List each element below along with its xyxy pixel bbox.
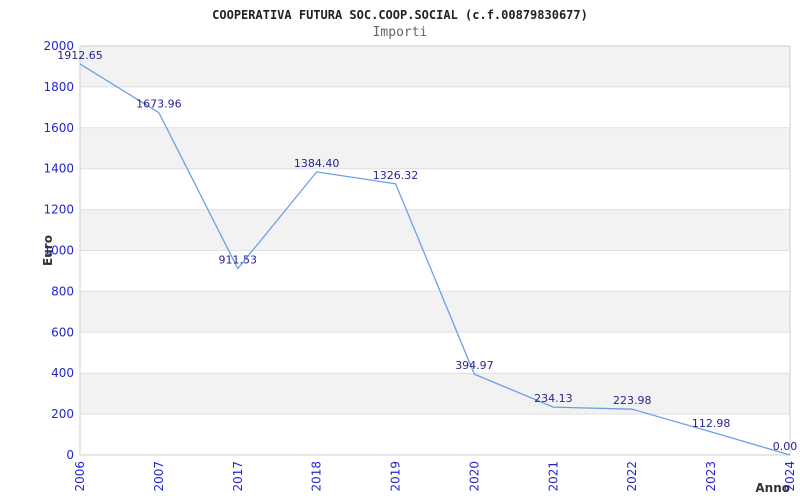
y-axis-tick-label: 1000 [43, 244, 74, 258]
y-axis-tick-label: 1800 [43, 80, 74, 94]
y-axis-tick-label: 2000 [43, 39, 74, 53]
chart-subtitle: Importi [372, 25, 428, 40]
data-point-label: 1912.65 [57, 49, 103, 62]
plot-band [80, 291, 790, 333]
x-axis-tick-label: 2023 [704, 461, 718, 492]
data-point-label: 1673.96 [136, 98, 182, 111]
x-axis-tick-label: 2024 [783, 461, 797, 492]
data-point-label: 1326.32 [373, 169, 419, 182]
data-point-label: 394.97 [455, 359, 494, 372]
y-axis-tick-label: 800 [51, 284, 74, 298]
chart-title: COOPERATIVA FUTURA SOC.COOP.SOCIAL (c.f.… [212, 8, 588, 22]
plot-band [80, 127, 790, 169]
x-axis-tick-label: 2006 [73, 461, 87, 492]
y-axis-tick-label: 600 [51, 325, 74, 339]
x-axis-tick-label: 2019 [389, 461, 403, 492]
data-point-label: 911.53 [219, 254, 258, 267]
x-axis-title: Anno [755, 481, 790, 495]
data-point-label: 223.98 [613, 394, 652, 407]
x-axis-tick-label: 2018 [310, 461, 324, 492]
plot-border [79, 45, 791, 456]
data-point-label: 234.13 [534, 392, 573, 405]
y-axis-title: Euro [41, 235, 55, 266]
y-axis-tick-label: 200 [51, 407, 74, 421]
data-point-label: 112.98 [692, 417, 731, 430]
x-axis-tick-label: 2022 [625, 461, 639, 492]
line-series [79, 63, 791, 456]
x-axis-tick-label: 2017 [231, 461, 245, 492]
data-point-label: 0.00 [773, 440, 798, 453]
y-axis-tick-label: 400 [51, 366, 74, 380]
y-axis-tick-label: 1400 [43, 162, 74, 176]
plot-band [80, 373, 790, 415]
plot-band [80, 209, 790, 251]
x-axis-tick-label: 2020 [467, 461, 481, 492]
plot-band [80, 46, 790, 87]
y-axis-tick-label: 1200 [43, 203, 74, 217]
y-axis-tick-label: 0 [66, 448, 74, 462]
y-axis-tick-label: 1600 [43, 121, 74, 135]
x-axis-tick-label: 2007 [152, 461, 166, 492]
data-point-label: 1384.40 [294, 157, 340, 170]
x-axis-tick-label: 2021 [546, 461, 560, 492]
